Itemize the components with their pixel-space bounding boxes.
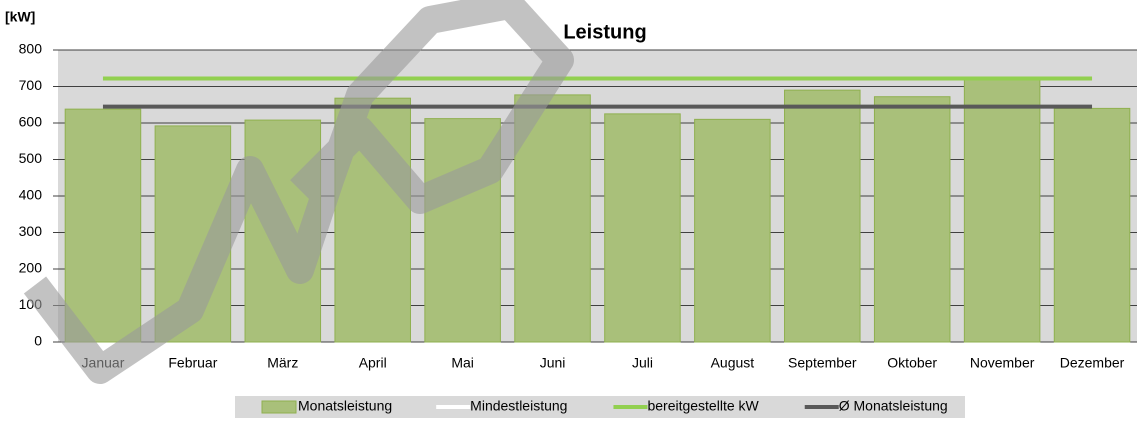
x-tick-label: Juli	[632, 355, 653, 371]
x-tick-label: März	[267, 355, 298, 371]
x-tick-label: Februar	[168, 355, 217, 371]
bar	[963, 79, 1041, 343]
x-tick-label: Oktober	[887, 355, 937, 371]
y-tick-label: 500	[19, 150, 43, 166]
bar	[694, 118, 771, 343]
legend-label: Ø Monatsleistung	[839, 398, 948, 414]
legend	[235, 396, 965, 418]
y-tick-label: 700	[19, 77, 43, 93]
y-tick-label: 400	[19, 187, 43, 203]
y-axis-label: [kW]	[5, 9, 35, 25]
y-tick-label: 200	[19, 260, 43, 276]
x-tick-label: Dezember	[1060, 355, 1125, 371]
x-tick-label: April	[359, 355, 387, 371]
x-tick-label: September	[788, 355, 857, 371]
legend-label: Monatsleistung	[298, 398, 392, 414]
y-tick-label: 600	[19, 114, 43, 130]
x-tick-label: November	[970, 355, 1035, 371]
bar	[1053, 107, 1131, 343]
y-tick-label: 300	[19, 223, 43, 239]
chart-title: Leistung	[563, 21, 646, 43]
y-tick-label: 800	[19, 41, 43, 57]
legend-swatch	[261, 400, 297, 414]
legend-label: bereitgestellte kW	[647, 398, 759, 414]
bar	[64, 108, 142, 343]
legend-label: Mindestleistung	[470, 398, 567, 414]
y-tick-label: 0	[34, 333, 42, 349]
bar	[604, 113, 681, 343]
x-tick-label: Mai	[451, 355, 474, 371]
watermark	[23, 0, 574, 384]
bar	[873, 96, 951, 343]
x-tick-label: August	[711, 355, 755, 371]
bar	[784, 89, 861, 343]
x-tick-label: Juni	[540, 355, 566, 371]
